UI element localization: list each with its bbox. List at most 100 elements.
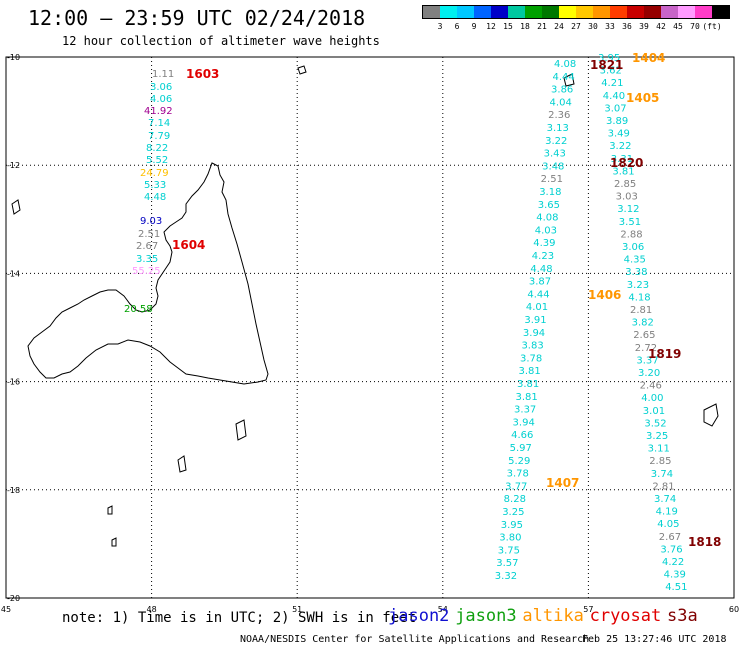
lat-tick-label: -14 <box>7 269 20 278</box>
islet-2 <box>297 65 307 75</box>
swh-reading-east-1: 3.83 <box>521 341 543 352</box>
swh-reading-east-1: 4.66 <box>511 430 533 441</box>
swh-reading-east-2: 3.49 <box>608 129 630 140</box>
swh-reading-east-2: 3.37 <box>636 355 658 366</box>
swh-reading-west: 7.14 <box>148 118 170 129</box>
colorbar-swatch <box>661 6 678 18</box>
swh-reading-east-2: 4.35 <box>624 255 646 266</box>
footer-note: note: 1) Time is in UTC; 2) SWH is in fe… <box>62 610 417 626</box>
swh-reading-east-1: 3.81 <box>518 366 540 377</box>
legend-item-jason3: jason3 <box>455 606 517 626</box>
swh-reading-east-2: 3.89 <box>606 116 628 127</box>
lat-tick-label: -10 <box>7 53 20 62</box>
swh-reading-east-1: 3.43 <box>544 149 566 160</box>
grid-lines <box>6 57 734 598</box>
swh-reading-east-1: 5.29 <box>508 456 530 467</box>
swh-reading-east-2: 2.85 <box>614 179 636 190</box>
colorbar-label: 21 <box>537 22 547 31</box>
timestamp: Feb 25 13:27:46 UTC 2018 <box>582 634 727 645</box>
swh-reading-east-1: 3.94 <box>523 328 545 339</box>
credit-text: NOAA/NESDIS Center for Satellite Applica… <box>240 634 590 645</box>
swh-reading-east-1: 3.81 <box>517 379 539 390</box>
colorbar-swatch <box>712 6 729 18</box>
swh-reading-west: 4.06 <box>150 94 172 105</box>
swh-reading-east-2: 2.88 <box>620 229 642 240</box>
colorbar-label: 27 <box>571 22 581 31</box>
colorbar-swatch <box>542 6 559 18</box>
colorbar-swatch <box>576 6 593 18</box>
swh-reading-east-1: 3.94 <box>513 417 535 428</box>
pass-time-label: 1406 <box>588 288 621 302</box>
swh-reading-east-1: 3.48 <box>542 161 564 172</box>
colorbar-label: 6 <box>454 22 460 31</box>
swh-reading-west: 1.11 <box>152 69 174 80</box>
lon-tick-label: 48 <box>147 605 157 614</box>
pass-time-label: 1404 <box>632 51 665 65</box>
colorbar-label: 3 <box>437 22 443 31</box>
colorbar-label: 70 <box>690 22 700 31</box>
swh-reading-east-2: 4.18 <box>628 292 650 303</box>
swh-reading-east-1: 3.95 <box>501 520 523 531</box>
swh-reading-west: 7.79 <box>148 131 170 142</box>
colorbar <box>422 5 730 19</box>
islet-5 <box>177 455 187 473</box>
swh-reading-east-1: 3.13 <box>547 123 569 134</box>
swh-reading-east-2: 2.81 <box>652 481 674 492</box>
swh-reading-east-2: 3.25 <box>646 431 668 442</box>
legend-item-altika: altika <box>522 606 584 626</box>
pass-time-label: 1405 <box>626 91 659 105</box>
swh-reading-east-1: 3.86 <box>551 85 573 96</box>
swh-reading-east-2: 3.23 <box>627 280 649 291</box>
swh-reading-east-2: 4.51 <box>665 582 687 593</box>
colorbar-swatch <box>610 6 627 18</box>
swh-reading-west: 20.58 <box>124 304 153 315</box>
swh-reading-east-2: 2.67 <box>659 532 681 543</box>
swh-reading-east-1: 3.77 <box>505 481 527 492</box>
lon-tick-label: 51 <box>292 605 302 614</box>
swh-reading-east-2: 4.00 <box>641 393 663 404</box>
swh-reading-east-2: 3.76 <box>660 544 682 555</box>
swh-reading-east-2: 4.40 <box>603 91 625 102</box>
swh-reading-east-1: 3.87 <box>529 277 551 288</box>
swh-reading-east-1: 4.39 <box>533 238 555 249</box>
swh-reading-east-2: 3.74 <box>651 469 673 480</box>
colorbar-label: 9 <box>471 22 477 31</box>
islet-7 <box>111 537 117 547</box>
colorbar-swatch <box>508 6 525 18</box>
swh-reading-east-2: 3.07 <box>604 103 626 114</box>
swh-reading-east-2: 3.06 <box>622 242 644 253</box>
swh-reading-east-1: 3.25 <box>502 507 524 518</box>
islet-6 <box>107 505 113 515</box>
pass-time-label: 1821 <box>590 58 623 72</box>
swh-reading-east-2: 4.22 <box>662 557 684 568</box>
islet-3 <box>703 403 719 427</box>
colorbar-label: 24 <box>554 22 564 31</box>
swh-reading-east-1: 3.78 <box>520 353 542 364</box>
swh-reading-east-2: 2.65 <box>633 330 655 341</box>
swh-reading-east-2: 3.62 <box>600 66 622 77</box>
swh-reading-east-2: 4.05 <box>657 519 679 530</box>
swh-reading-west: 2.67 <box>136 241 158 252</box>
colorbar-swatch <box>423 6 440 18</box>
swh-reading-east-2: 3.51 <box>619 217 641 228</box>
swh-reading-east-1: 4.03 <box>535 225 557 236</box>
swh-reading-east-1: 4.08 <box>536 213 558 224</box>
swh-reading-east-1: 2.36 <box>548 110 570 121</box>
swh-reading-east-1: 4.44 <box>527 289 549 300</box>
swh-reading-west: 55.25 <box>132 266 161 277</box>
swh-reading-east-2: 3.31 <box>611 154 633 165</box>
swh-reading-west: 24.79 <box>140 168 169 179</box>
swh-reading-east-1: 3.80 <box>499 533 521 544</box>
swh-reading-east-2: 3.38 <box>625 267 647 278</box>
colorbar-label: 36 <box>622 22 632 31</box>
pass-time-label: 1407 <box>546 476 579 490</box>
colorbar-swatch <box>593 6 610 18</box>
swh-reading-east-2: 3.52 <box>644 418 666 429</box>
swh-reading-east-1: 3.22 <box>545 136 567 147</box>
colorbar-label: (ft) <box>702 22 722 31</box>
colorbar-label: 12 <box>486 22 496 31</box>
colorbar-swatch <box>695 6 712 18</box>
swh-reading-east-2: 3.03 <box>616 192 638 203</box>
swh-reading-east-2: 2.85 <box>649 456 671 467</box>
pass-time-label: 1818 <box>688 535 721 549</box>
